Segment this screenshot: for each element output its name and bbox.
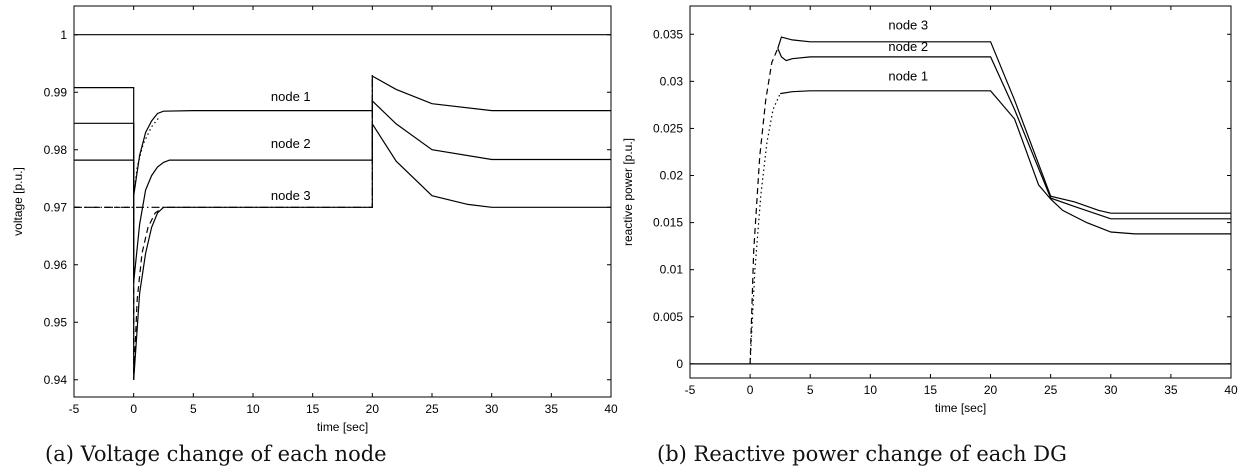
x-tick-label: 20	[366, 402, 380, 416]
x-axis-label: time [sec]	[317, 420, 368, 434]
node-label: node 1	[271, 89, 311, 104]
y-tick-label: 0.94	[44, 373, 68, 387]
chart-reactive-power: -5 0 5 10 15 20 25 30 35 4000.0050.010.0150.020.0…	[621, 5, 1238, 415]
x-tick-label: 30	[485, 402, 499, 416]
x-tick-label: 35	[545, 402, 559, 416]
series-line-dashed	[749, 48, 779, 364]
x-tick-label: -5	[69, 402, 80, 416]
x-tick-label: 35	[1164, 383, 1178, 397]
x-axis-label: time [sec]	[935, 401, 986, 415]
x-tick-label: 40	[604, 402, 618, 416]
plot-frame	[73, 5, 612, 398]
x-tick-label: 40	[1224, 383, 1238, 397]
y-tick-label: 0.95	[44, 315, 68, 329]
node-label: node 2	[888, 39, 928, 54]
x-tick-label: 0	[130, 402, 137, 416]
y-tick-label: 0.015	[653, 216, 683, 230]
node-label: node 3	[888, 18, 928, 33]
series-line-solid	[74, 99, 611, 283]
x-tick-label: 20	[984, 383, 998, 397]
chart-voltage: -5 0 5 10 15 20 25 30 35 40 0.94 0.95 0.96 0.97 0.98 0.…	[11, 5, 618, 434]
y-tick-label: 0.035	[653, 27, 683, 41]
series-line-dotted	[133, 116, 161, 196]
series-line-solid	[777, 36, 1231, 214]
node-label: node 2	[271, 136, 311, 151]
y-tick-label: 0.98	[44, 143, 68, 157]
y-tick-label: 0.97	[44, 200, 68, 214]
caption-a: (a) Voltage change of each node	[45, 442, 387, 466]
y-axis-label: voltage [p.u.]	[11, 167, 25, 236]
x-tick-label: -5	[685, 383, 696, 397]
x-tick-label: 15	[306, 402, 320, 416]
x-tick-label: 5	[807, 383, 814, 397]
x-tick-label: 0	[747, 383, 754, 397]
y-tick-label: 0.025	[653, 121, 683, 135]
y-tick-label: 0.03	[660, 74, 684, 88]
y-tick-label: 0.99	[44, 85, 68, 99]
y-tick-label: 0.96	[44, 258, 68, 272]
y-tick-label: 0.005	[653, 310, 683, 324]
series-line-solid	[74, 121, 611, 380]
x-tick-label: 25	[425, 402, 439, 416]
series-line-dashdot	[74, 75, 373, 208]
node-label: node 3	[271, 188, 311, 203]
y-tick-label: 1	[60, 28, 67, 42]
series-line-solid	[74, 75, 611, 196]
plot-frame	[689, 5, 1232, 379]
series-line-solid	[777, 48, 1231, 220]
y-tick-label: 0.01	[660, 263, 684, 277]
series-line-dashed	[74, 206, 164, 380]
node-label: node 1	[888, 68, 928, 83]
x-tick-label: 15	[924, 383, 938, 397]
y-tick-label: 0	[676, 357, 683, 371]
caption-b: (b) Reactive power change of each DG	[657, 442, 1067, 466]
x-tick-label: 10	[246, 402, 260, 416]
x-tick-label: 25	[1044, 383, 1058, 397]
series-line-solid	[780, 90, 1231, 235]
x-tick-label: 30	[1104, 383, 1118, 397]
y-axis-label: reactive power [p.u.]	[621, 138, 635, 246]
x-tick-label: 5	[190, 402, 197, 416]
y-tick-label: 0.02	[660, 169, 684, 183]
x-tick-label: 10	[864, 383, 878, 397]
